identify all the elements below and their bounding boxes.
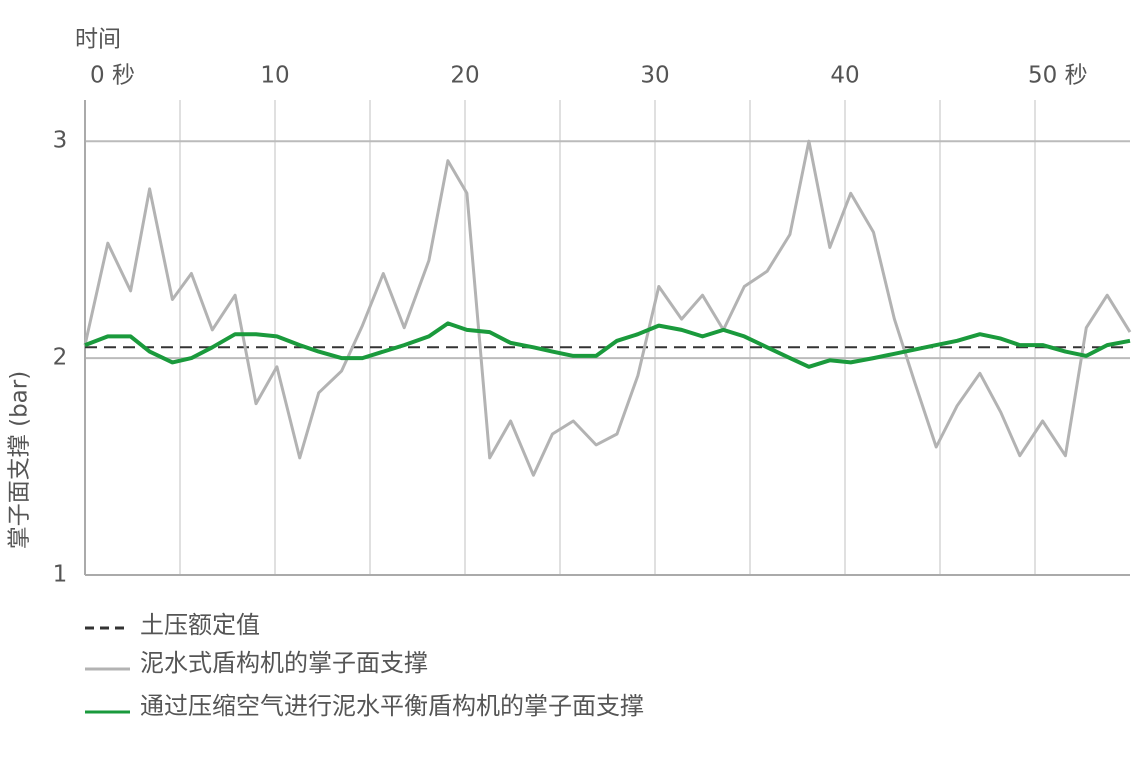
legend-label: 土压额定值 <box>140 611 260 639</box>
x-axis-label: 时间 <box>75 27 121 53</box>
series-line <box>84 321 1131 369</box>
y-tick-label: 3 <box>53 128 68 154</box>
y-tick-label: 2 <box>53 345 68 371</box>
y-tick-label: 1 <box>53 562 68 588</box>
legend-label: 泥水式盾构机的掌子面支撑 <box>140 649 428 677</box>
x-tick-label: 20 <box>450 63 479 89</box>
x-tick-label: 40 <box>830 63 859 89</box>
y-axis-label: 掌子面支撑 (bar) <box>7 371 33 549</box>
x-tick-label: 0 秒 <box>90 63 135 89</box>
series-line <box>83 139 1132 477</box>
x-tick-label: 10 <box>260 63 289 89</box>
x-tick-label: 50 秒 <box>1028 63 1088 89</box>
x-tick-label: 30 <box>640 63 669 89</box>
legend-label: 通过压缩空气进行泥水平衡盾构机的掌子面支撑 <box>140 692 644 720</box>
legend: 土压额定值 泥水式盾构机的掌子面支撑 通过压缩空气进行泥水平衡盾构机的掌子面支撑 <box>85 611 644 720</box>
